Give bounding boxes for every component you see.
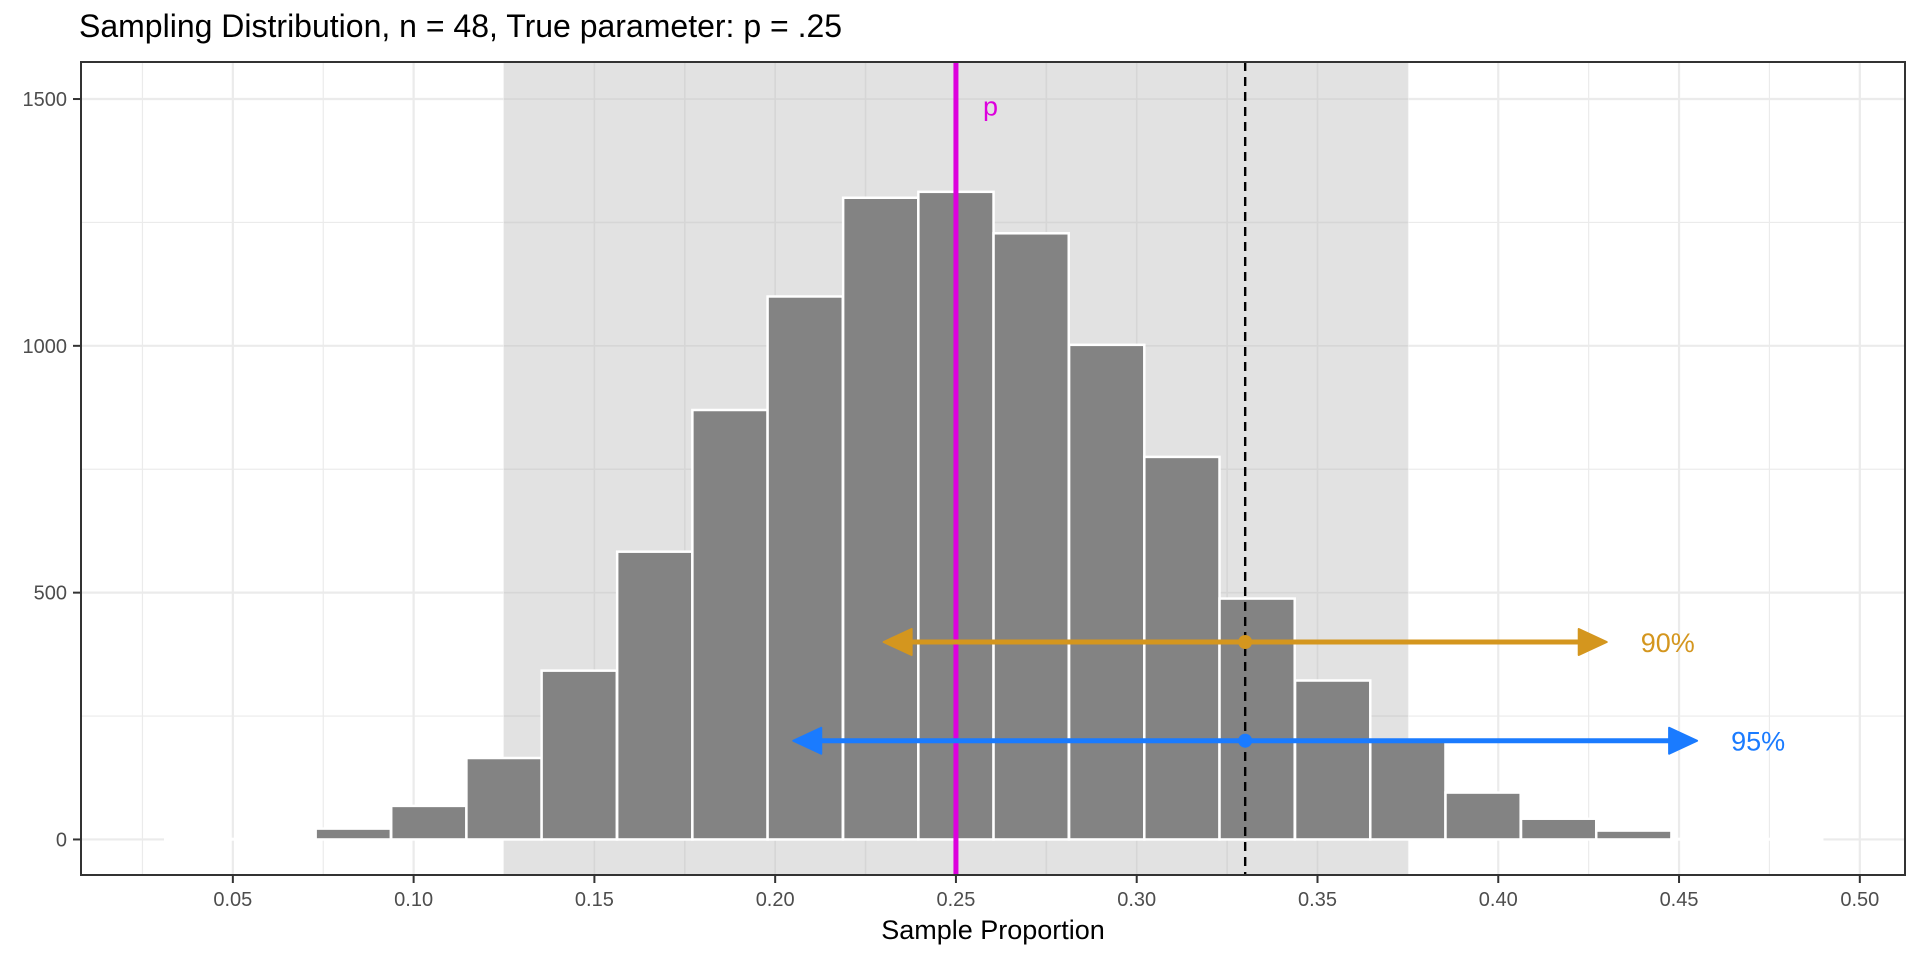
histogram-bar [163,837,242,841]
histogram-bar [1067,343,1146,841]
interval-right-arrowhead [1668,726,1699,755]
interval-left-arrowhead [792,726,823,755]
histogram-bar [1519,817,1598,841]
histogram-bar [314,827,393,841]
interval-label: 90% [1641,628,1695,658]
true-parameter-label: p [983,91,998,121]
histogram-bar [1444,791,1522,841]
histogram-bar [1143,455,1221,841]
y-tick-label: 500 [34,583,67,605]
y-tick-label: 1000 [23,336,68,358]
panel-border [80,61,1906,876]
x-tick-label: 0.35 [1298,889,1337,911]
interval-right-arrowhead [1577,628,1608,657]
x-tick-label: 0.10 [394,889,433,911]
interval-95-pct: 95% [792,726,1785,757]
y-tick-label: 1500 [23,89,68,111]
x-tick-label: 0.45 [1660,889,1699,911]
interval-left-arrowhead [882,628,913,657]
x-tick-label: 0.15 [575,889,614,911]
interval-90-pct: 90% [882,628,1695,658]
histogram-bar [1369,739,1447,841]
x-axis-ticks: 0.05 0.10 0.15 0.20 0.25 0.30 0.35 0.40 0.45 0.50 [213,875,1879,911]
histogram-bar [1745,837,1824,841]
histogram-bar [992,232,1070,841]
interval-center-point [1238,733,1253,748]
chart-title: Sampling Distribution, n = 48, True para… [79,8,843,44]
histogram-bar [1218,597,1296,841]
histogram-bar [691,408,769,841]
y-tick-label: 0 [56,829,67,851]
interval-label: 95% [1731,727,1785,757]
x-tick-label: 0.20 [756,889,795,911]
histogram-bar [239,837,317,841]
confidence-intervals: 90% 95% [792,628,1785,757]
x-tick-label: 0.25 [936,889,975,911]
interval-center-point [1238,635,1253,650]
histogram-bar [389,804,468,841]
histogram-bar [1670,837,1748,841]
histogram-bar [1594,829,1673,841]
histogram-bar [540,669,619,841]
y-axis-ticks: 0 500 1000 1500 [23,89,81,851]
histogram-bars [163,190,1824,841]
x-axis-title: Sample Proportion [881,915,1105,945]
x-tick-label: 0.40 [1479,889,1518,911]
x-tick-label: 0.30 [1117,889,1156,911]
histogram-bar [465,756,543,841]
x-tick-label: 0.05 [213,889,252,911]
histogram-bar [1293,679,1372,841]
histogram-bar [615,550,694,841]
histogram-bar [766,295,845,841]
x-tick-label: 0.50 [1840,889,1879,911]
